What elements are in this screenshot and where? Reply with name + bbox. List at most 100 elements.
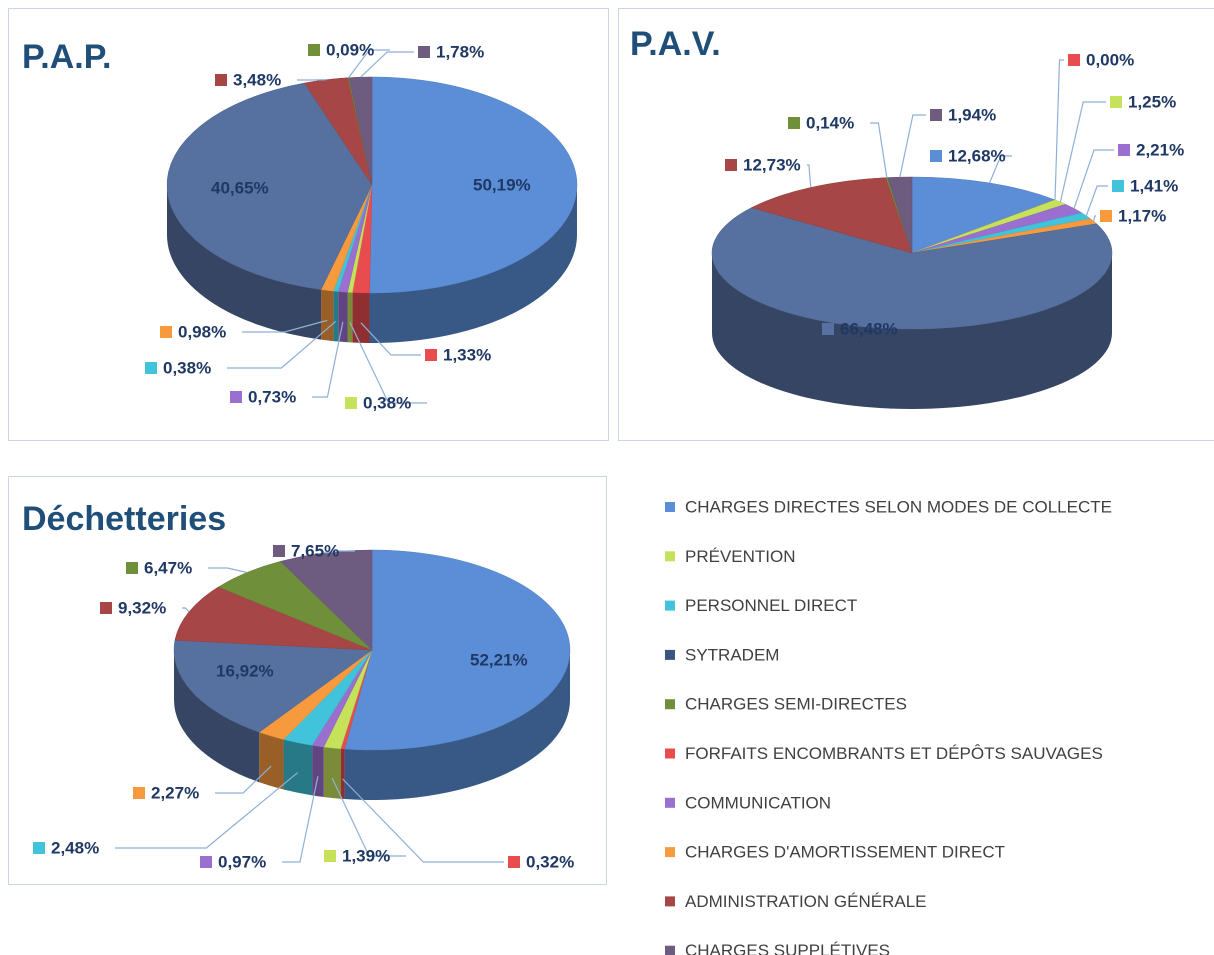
legend-swatch — [665, 797, 675, 808]
pie-slice-side — [167, 185, 322, 340]
data-label: 2,21% — [1136, 140, 1184, 159]
label-swatch — [1112, 180, 1124, 192]
label-swatch — [273, 545, 285, 557]
pie-slice-side — [333, 291, 339, 342]
label-swatch — [508, 856, 520, 868]
leader-line — [1054, 59, 1064, 200]
data-label: 2,27% — [151, 783, 199, 802]
legend-label: COMMUNICATION — [685, 793, 831, 812]
legend-label: ADMINISTRATION GÉNÉRALE — [685, 892, 927, 911]
label-swatch — [126, 562, 138, 574]
label-swatch — [1118, 144, 1130, 156]
legend-swatch — [665, 945, 675, 955]
leader-line — [1085, 185, 1108, 216]
label-swatch — [100, 602, 112, 614]
pie-slice-side — [312, 745, 324, 797]
legend-label: SYTRADEM — [685, 645, 779, 664]
label-swatch — [133, 787, 145, 799]
pie-slice — [711, 207, 1113, 330]
leader-line — [331, 777, 406, 857]
label-swatch — [33, 842, 45, 854]
label-swatch — [1110, 96, 1122, 108]
label-swatch — [145, 362, 157, 374]
data-label: 6,47% — [144, 558, 192, 577]
legend-label: PRÉVENTION — [685, 547, 796, 566]
legend-label: CHARGES D'AMORTISSEMENT DIRECT — [685, 843, 1005, 862]
data-label: 66,48% — [840, 319, 898, 338]
data-label: 0,38% — [163, 358, 211, 377]
leader-line — [115, 772, 298, 849]
leader-line — [242, 319, 328, 333]
data-label: 0,98% — [178, 322, 226, 341]
chart-title: P.A.P. — [22, 38, 111, 76]
legend-swatch — [665, 699, 675, 710]
leader-line — [348, 49, 390, 79]
pie-slice — [911, 176, 1056, 254]
data-label: 12,73% — [743, 155, 801, 174]
data-label: 0,09% — [326, 40, 374, 59]
legend-swatch — [665, 896, 675, 907]
label-swatch — [930, 109, 942, 121]
leader-line — [1073, 149, 1114, 209]
leader-line — [312, 321, 344, 398]
pie-slice — [369, 76, 578, 294]
leader-line — [342, 778, 504, 863]
leader-line — [227, 320, 337, 369]
leader-line — [208, 567, 248, 574]
data-label: 0,14% — [806, 113, 854, 132]
leader-line — [989, 155, 1012, 184]
legend-swatch — [665, 551, 675, 562]
pie-slice-side — [259, 732, 284, 790]
data-label: 12,68% — [948, 146, 1006, 165]
data-label: 0,73% — [248, 387, 296, 406]
label-swatch — [1068, 54, 1080, 66]
data-label: 1,17% — [1118, 206, 1166, 225]
panel — [8, 476, 607, 885]
data-label: 52,21% — [470, 650, 528, 669]
leader-line — [282, 776, 319, 863]
leader-line — [360, 322, 421, 356]
label-swatch — [160, 326, 172, 338]
leader-line — [324, 550, 355, 554]
leader-line — [807, 164, 812, 188]
label-swatch — [345, 397, 357, 409]
label-swatch — [193, 182, 205, 194]
label-swatch — [425, 349, 437, 361]
pie-slice-side — [340, 748, 345, 800]
leader-line — [360, 51, 414, 78]
label-swatch — [788, 117, 800, 129]
label-swatch — [822, 323, 834, 335]
data-label: 0,38% — [363, 393, 411, 412]
legend-label: PERSONNEL DIRECT — [685, 596, 857, 615]
data-label: 1,78% — [436, 42, 484, 61]
data-label: 1,94% — [948, 105, 996, 124]
pie-slice — [173, 639, 373, 733]
legend-swatch — [665, 649, 675, 660]
leader-line — [1093, 215, 1096, 222]
leader-line — [870, 122, 888, 178]
label-swatch — [308, 44, 320, 56]
label-swatch — [930, 150, 942, 162]
legend-label: CHARGES SEMI-DIRECTES — [685, 695, 907, 714]
pie-slice-side — [352, 292, 370, 343]
label-swatch — [200, 856, 212, 868]
pie-slice-side — [338, 291, 348, 343]
leader-line — [1059, 101, 1106, 203]
data-label: 0,00% — [1086, 50, 1134, 69]
legend-swatch — [665, 600, 675, 611]
legend-swatch — [665, 847, 675, 858]
chart-title: Déchetteries — [22, 500, 226, 538]
label-swatch — [198, 665, 210, 677]
data-label: 9,32% — [118, 598, 166, 617]
pie-slice-side — [321, 289, 334, 342]
label-swatch — [324, 850, 336, 862]
leader-line — [899, 114, 926, 178]
legend-swatch — [665, 748, 675, 759]
pie-slice — [750, 177, 913, 254]
data-label: 1,25% — [1128, 92, 1176, 111]
pie-slice-side — [712, 253, 1112, 409]
panel — [8, 8, 609, 441]
label-swatch — [215, 74, 227, 86]
label-swatch — [455, 179, 467, 191]
pie-slice — [166, 82, 373, 290]
